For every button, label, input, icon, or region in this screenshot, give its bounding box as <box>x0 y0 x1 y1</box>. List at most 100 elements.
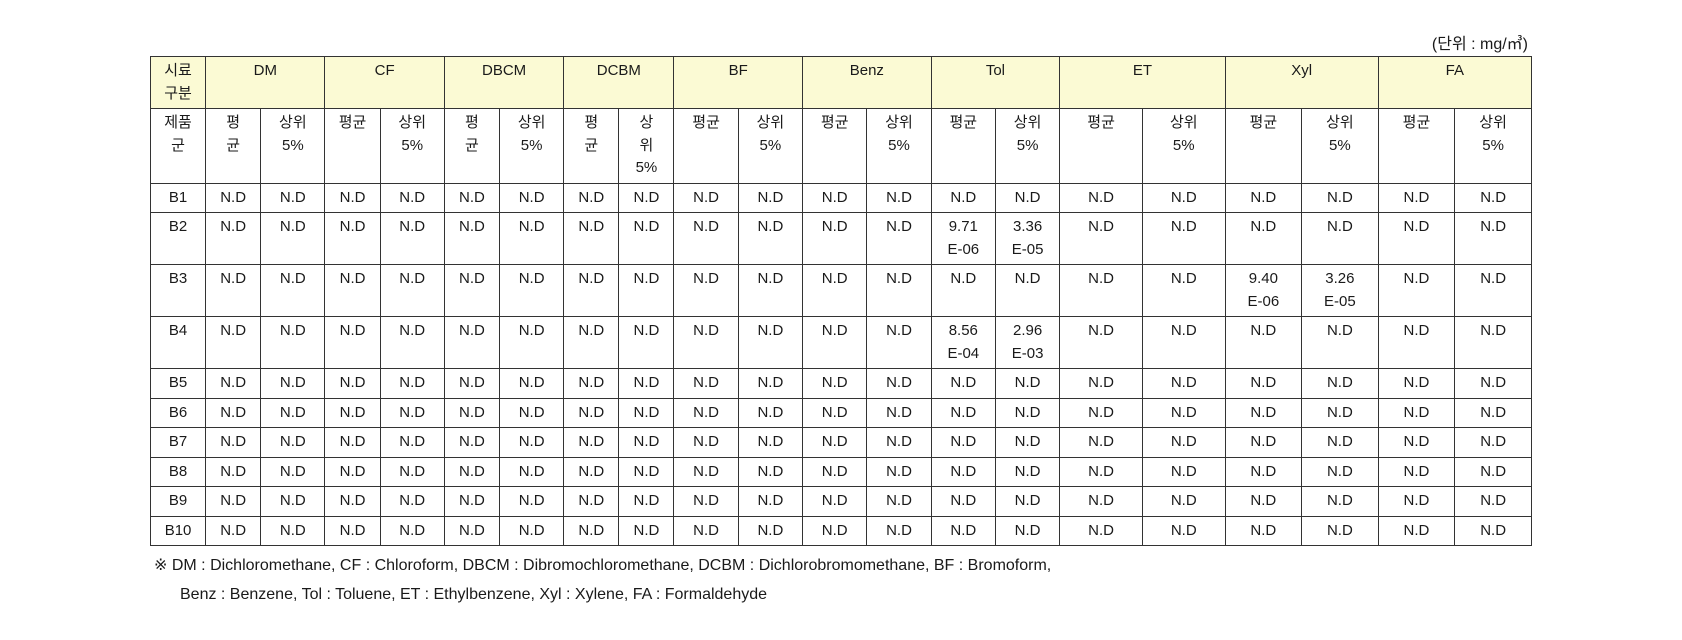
cell: N.D <box>674 428 738 458</box>
subheader-avg: 평균 <box>1060 109 1143 184</box>
row-id: B10 <box>151 516 206 546</box>
cell: 9.71E-06 <box>931 213 995 265</box>
cell: N.D <box>380 428 444 458</box>
cell: N.D <box>619 398 674 428</box>
cell: N.D <box>261 516 325 546</box>
cell: N.D <box>1060 213 1143 265</box>
header-row-1: 시료구분 DM CF DBCM DCBM BF Benz Tol ET Xyl … <box>151 57 1532 109</box>
cell: N.D <box>1378 265 1455 317</box>
cell: N.D <box>325 183 380 213</box>
cell: N.D <box>380 317 444 369</box>
cell: N.D <box>380 265 444 317</box>
cell: N.D <box>325 317 380 369</box>
cell: N.D <box>619 265 674 317</box>
cell: N.D <box>1225 398 1302 428</box>
cell: N.D <box>803 428 867 458</box>
cell: N.D <box>499 428 563 458</box>
subheader-top5: 상위5% <box>867 109 931 184</box>
header-sample-label: 시료구분 <box>151 57 206 109</box>
table-body: 제품군 평균 상위5% 평균 상위5% 평균 상위5% 평균 상위5% 평균 상… <box>151 109 1532 546</box>
cell: N.D <box>995 457 1059 487</box>
cell: N.D <box>564 265 619 317</box>
cell: N.D <box>1225 317 1302 369</box>
cell: N.D <box>1455 183 1532 213</box>
cell: N.D <box>499 265 563 317</box>
footnote-line1: ※ DM : Dichloromethane, CF : Chloroform,… <box>154 557 1051 574</box>
cell: N.D <box>325 265 380 317</box>
cell: N.D <box>1060 457 1143 487</box>
cell: N.D <box>619 183 674 213</box>
subheader-top5: 상위5% <box>738 109 802 184</box>
cell: N.D <box>867 265 931 317</box>
table-head: 시료구분 DM CF DBCM DCBM BF Benz Tol ET Xyl … <box>151 57 1532 109</box>
cell: N.D <box>867 213 931 265</box>
cell: N.D <box>1060 317 1143 369</box>
cell: N.D <box>674 487 738 517</box>
cell: N.D <box>738 516 802 546</box>
table-row: B9N.DN.DN.DN.DN.DN.DN.DN.DN.DN.DN.DN.DN.… <box>151 487 1532 517</box>
cell: N.D <box>564 487 619 517</box>
cell: N.D <box>931 369 995 399</box>
cell: N.D <box>1060 369 1143 399</box>
cell: N.D <box>1142 457 1225 487</box>
cell: N.D <box>1142 317 1225 369</box>
cell: N.D <box>499 457 563 487</box>
cell: N.D <box>1455 317 1532 369</box>
cell: N.D <box>444 428 499 458</box>
subheader-avg: 평균 <box>803 109 867 184</box>
cell: N.D <box>1302 428 1379 458</box>
cell: N.D <box>206 428 261 458</box>
cell: N.D <box>867 487 931 517</box>
cell: N.D <box>995 369 1059 399</box>
cell: N.D <box>931 457 995 487</box>
cell: N.D <box>995 428 1059 458</box>
cell: N.D <box>619 516 674 546</box>
cell: N.D <box>803 213 867 265</box>
cell: N.D <box>206 398 261 428</box>
cell: N.D <box>1455 487 1532 517</box>
cell: N.D <box>738 398 802 428</box>
cell: N.D <box>803 457 867 487</box>
cell: N.D <box>380 369 444 399</box>
subheader-avg: 평균 <box>444 109 499 184</box>
cell: N.D <box>1225 183 1302 213</box>
cell: N.D <box>1302 213 1379 265</box>
cell: N.D <box>619 487 674 517</box>
cell: N.D <box>325 213 380 265</box>
cell: N.D <box>619 428 674 458</box>
cell: N.D <box>564 516 619 546</box>
unit-label: (단위 : mg/㎥) <box>150 30 1532 54</box>
cell: N.D <box>803 265 867 317</box>
cell: N.D <box>444 516 499 546</box>
cell: 2.96E-03 <box>995 317 1059 369</box>
cell: N.D <box>206 516 261 546</box>
data-table: 시료구분 DM CF DBCM DCBM BF Benz Tol ET Xyl … <box>150 56 1532 546</box>
cell: N.D <box>803 398 867 428</box>
cell: N.D <box>674 265 738 317</box>
cell: N.D <box>1302 487 1379 517</box>
cell: N.D <box>444 369 499 399</box>
subheader-top5: 상위5% <box>1302 109 1379 184</box>
subheader-top5: 상위5% <box>261 109 325 184</box>
subheader-avg: 평균 <box>325 109 380 184</box>
row-id: B4 <box>151 317 206 369</box>
table-row: B7N.DN.DN.DN.DN.DN.DN.DN.DN.DN.DN.DN.DN.… <box>151 428 1532 458</box>
cell: N.D <box>738 183 802 213</box>
cell: N.D <box>995 398 1059 428</box>
cell: N.D <box>325 457 380 487</box>
cell: N.D <box>380 457 444 487</box>
cell: N.D <box>1455 516 1532 546</box>
cell: N.D <box>619 369 674 399</box>
cell: N.D <box>444 457 499 487</box>
cell: N.D <box>1455 398 1532 428</box>
cell: N.D <box>325 487 380 517</box>
cell: N.D <box>1378 428 1455 458</box>
header-chem-bf: BF <box>674 57 803 109</box>
cell: N.D <box>619 457 674 487</box>
cell: N.D <box>738 487 802 517</box>
cell: N.D <box>803 487 867 517</box>
row-id: B6 <box>151 398 206 428</box>
subheader-avg: 평균 <box>1225 109 1302 184</box>
cell: 9.40E-06 <box>1225 265 1302 317</box>
table-row: B4N.DN.DN.DN.DN.DN.DN.DN.DN.DN.DN.DN.D8.… <box>151 317 1532 369</box>
